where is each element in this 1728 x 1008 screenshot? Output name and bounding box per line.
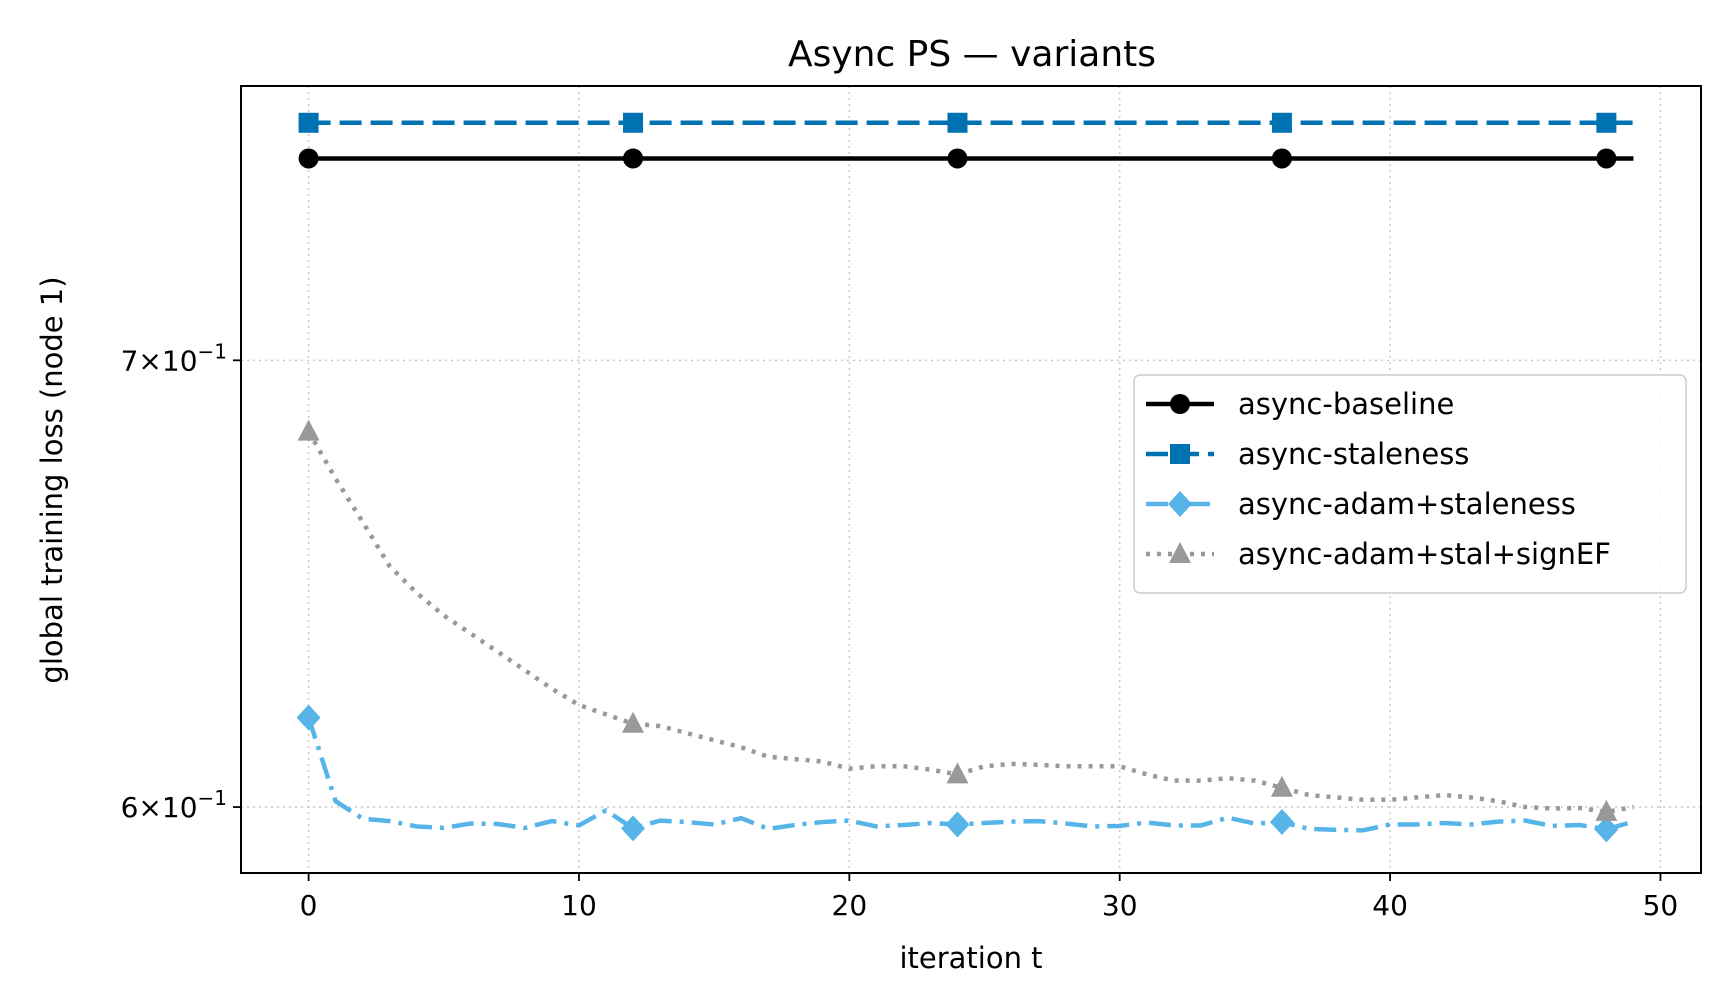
y-tick-label: 6×10−1: [121, 786, 227, 824]
x-tick-label: 40: [1372, 889, 1408, 922]
series-line: [306, 430, 1634, 815]
data-point: [1270, 775, 1293, 797]
data-point: [622, 711, 645, 733]
data-point: [947, 148, 968, 169]
data-point: [945, 811, 970, 838]
data-point: [298, 148, 319, 169]
data-point: [1596, 148, 1617, 169]
data-point: [1271, 148, 1292, 169]
series-line: [306, 716, 1635, 833]
legend-item: async-adam+stal+signEF: [1146, 537, 1611, 571]
legend-label: async-adam+staleness: [1238, 487, 1576, 521]
data-point: [1596, 112, 1617, 133]
data-point: [298, 112, 319, 133]
legend-marker: [1168, 491, 1192, 517]
data-point: [946, 762, 969, 784]
x-tick-label: 20: [832, 889, 868, 922]
series-async-baseline: [298, 148, 1634, 169]
data-point: [1271, 112, 1292, 133]
data-point: [1269, 809, 1294, 836]
x-tick-label: 30: [1102, 889, 1138, 922]
data-point: [621, 815, 646, 842]
legend-item: async-staleness: [1146, 437, 1469, 471]
x-axis: 0 10 20 30 40 50: [300, 873, 1679, 922]
data-point: [623, 112, 644, 133]
legend-marker: [1169, 542, 1191, 563]
data-point: [947, 112, 968, 133]
data-point: [1595, 799, 1618, 821]
grid-lines: [241, 86, 1701, 873]
legend-box: [1133, 374, 1687, 594]
x-axis-label: iteration t: [899, 941, 1042, 975]
legend-label: async-staleness: [1238, 437, 1469, 471]
legend-marker: [1170, 394, 1190, 414]
y-axis-label: global training loss (node 1): [35, 276, 69, 683]
y-tick-label: 7×10−1: [121, 339, 227, 377]
chart-title: Async PS — variants: [788, 34, 1156, 75]
series-group: [296, 112, 1635, 843]
legend-label: async-adam+stal+signEF: [1238, 537, 1611, 571]
data-point: [297, 419, 320, 441]
data-point: [296, 704, 321, 731]
legend: async-baseline async-staleness async-adam+…: [1133, 374, 1687, 594]
plot-frame: [240, 85, 1702, 874]
x-tick-label: 50: [1643, 889, 1679, 922]
series-async-adam+staleness: [296, 704, 1635, 843]
x-tick-label: 10: [561, 889, 597, 922]
data-point: [1594, 816, 1619, 843]
series-async-adam+stal+signEF: [297, 419, 1634, 821]
legend-label: async-baseline: [1238, 387, 1454, 421]
legend-marker: [1170, 444, 1190, 464]
legend-item: async-adam+staleness: [1146, 487, 1576, 521]
series-async-staleness: [298, 112, 1634, 133]
x-tick-label: 0: [300, 889, 318, 922]
data-point: [623, 148, 644, 169]
legend-item: async-baseline: [1146, 387, 1454, 421]
y-axis: 6×10−1 7×10−1: [121, 339, 241, 824]
